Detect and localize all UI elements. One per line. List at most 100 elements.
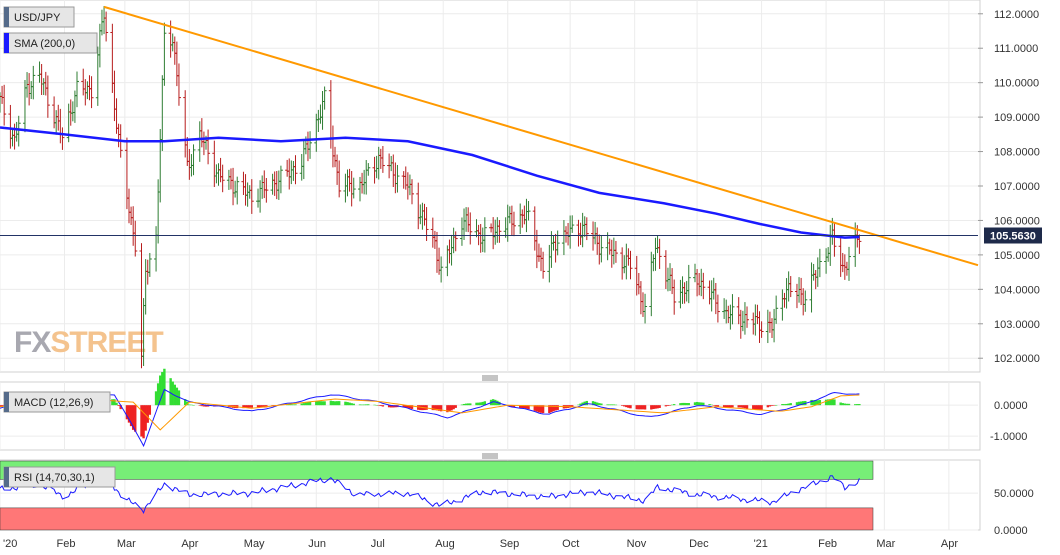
macd-hist-bar bbox=[425, 405, 428, 410]
macd-hist-bar bbox=[739, 405, 742, 408]
legend-sma[interactable]: SMA (200,0) bbox=[3, 32, 98, 54]
sma-label: SMA (200,0) bbox=[14, 38, 75, 50]
ohlc-bar bbox=[468, 212, 473, 245]
rsi-oversold-band bbox=[0, 507, 874, 531]
macd-hist-bar bbox=[433, 405, 437, 411]
x-tick-label: Dec bbox=[689, 538, 709, 550]
macd-hist-bar bbox=[464, 403, 468, 406]
rsi-line bbox=[0, 474, 860, 515]
ohlc-bar bbox=[439, 256, 444, 283]
macd-hist-bar bbox=[666, 405, 670, 406]
macd-hist-bar bbox=[256, 405, 260, 408]
macd-hist-bar bbox=[652, 405, 655, 410]
ohlc-bar bbox=[337, 160, 342, 198]
ohlc-bar bbox=[104, 11, 109, 42]
x-tick-label: Jun bbox=[308, 538, 326, 550]
x-tick-label: Apr bbox=[941, 538, 958, 550]
macd-hist-bar bbox=[814, 400, 817, 406]
pane-resize-handle-macd[interactable] bbox=[482, 375, 498, 381]
macd-hist-bar bbox=[664, 405, 668, 407]
ohlc-bar bbox=[453, 231, 458, 252]
ohlc-bar bbox=[410, 179, 415, 205]
macd-hist-bar bbox=[288, 404, 291, 406]
macd-tick-label: -1.0000 bbox=[990, 431, 1027, 443]
macd-hist-bar bbox=[450, 405, 453, 411]
macd-hist-bar bbox=[783, 404, 786, 406]
macd-hist-bar bbox=[581, 402, 584, 406]
macd-hist-bar bbox=[192, 405, 195, 406]
macd-hist-bar bbox=[248, 405, 251, 408]
legend-rsi[interactable]: RSI (14,70,30,1) bbox=[3, 466, 116, 488]
ohlc-bar bbox=[249, 179, 254, 214]
macd-hist-bar bbox=[752, 405, 755, 410]
macd-hist-bar bbox=[535, 405, 539, 412]
macd-hist-bar bbox=[781, 404, 784, 406]
macd-hist-bar bbox=[335, 401, 339, 406]
price-tick-label: 102.0000 bbox=[994, 353, 1040, 365]
macd-hist-bar bbox=[810, 399, 813, 406]
macd-hist-bar bbox=[348, 402, 351, 406]
macd-hist-bar bbox=[858, 404, 861, 406]
macd-hist-bar bbox=[556, 405, 559, 410]
macd-hist-bar bbox=[379, 405, 382, 407]
price-tick-label: 104.0000 bbox=[994, 284, 1040, 296]
macd-hist-bar bbox=[789, 403, 792, 406]
macd-hist-bar bbox=[541, 405, 545, 414]
ohlc-bar bbox=[366, 163, 371, 176]
ohlc-bar bbox=[395, 164, 400, 193]
macd-hist-bar bbox=[768, 405, 772, 407]
pane-resize-handle-rsi[interactable] bbox=[482, 453, 498, 459]
ohlc-bar bbox=[686, 264, 691, 304]
macd-hist-bar bbox=[156, 383, 160, 406]
macd-hist-bar bbox=[539, 405, 543, 413]
macd-hist-bar bbox=[159, 375, 162, 406]
macd-hist-bar bbox=[523, 405, 526, 409]
macd-hist-bar bbox=[826, 399, 830, 406]
macd-tick-label: 0.0000 bbox=[994, 400, 1028, 412]
macd-hist-bar bbox=[260, 405, 264, 408]
macd-hist-bar bbox=[745, 405, 749, 409]
macd-hist-bar bbox=[406, 405, 410, 408]
macd-hist-bar bbox=[754, 405, 757, 410]
legend-symbol[interactable]: USD/JPY bbox=[3, 6, 75, 28]
macd-hist-bar bbox=[695, 401, 699, 406]
macd-hist-bar bbox=[302, 403, 306, 406]
macd-hist-bar bbox=[331, 401, 335, 406]
rsi-tick-label: 0.0000 bbox=[994, 525, 1028, 537]
macd-hist-bar bbox=[824, 399, 828, 406]
macd-hist-bar bbox=[708, 404, 711, 406]
macd-hist-bar bbox=[583, 401, 586, 406]
ohlc-bar bbox=[745, 306, 750, 328]
macd-hist-bar bbox=[319, 401, 322, 406]
macd-hist-bar bbox=[795, 402, 799, 406]
macd-hist-bar bbox=[294, 404, 297, 406]
macd-hist-bar bbox=[483, 401, 487, 406]
x-axis: '20 Feb Mar Apr May Jun Jul Aug Sep Oct Nov Dec '21 F… bbox=[3, 538, 958, 550]
macd-hist-bar bbox=[177, 390, 181, 406]
ohlc-bar bbox=[278, 165, 283, 194]
macd-hist-bar bbox=[856, 404, 859, 406]
macd-hist-bar bbox=[722, 405, 726, 408]
macd-hist-bar bbox=[512, 405, 516, 408]
macd-hist-bar bbox=[417, 405, 420, 410]
macd-hist-bar bbox=[352, 403, 355, 406]
ohlc-bar bbox=[191, 144, 196, 176]
macd-hist-bar bbox=[525, 405, 528, 409]
macd-hist-bar bbox=[146, 405, 149, 423]
legend-macd[interactable]: MACD (12,26,9) bbox=[3, 391, 111, 413]
macd-hist-bar bbox=[125, 405, 129, 420]
macd-hist-bar bbox=[300, 403, 303, 406]
macd-hist-bar bbox=[845, 403, 849, 406]
symbol-label: USD/JPY bbox=[14, 12, 61, 24]
macd-hist-bar bbox=[654, 405, 657, 409]
macd-hist-bar bbox=[596, 402, 599, 406]
ohlc-bar bbox=[541, 251, 546, 279]
macd-y-axis: 0.0000 -1.0000 bbox=[990, 400, 1028, 443]
macd-hist-bar bbox=[113, 399, 116, 406]
macd-hist-bar bbox=[521, 405, 524, 409]
price-tick-label: 111.0000 bbox=[994, 43, 1038, 55]
macd-hist-bar bbox=[577, 404, 580, 406]
macd-hist-bar bbox=[329, 400, 333, 406]
macd-hist-bar bbox=[317, 401, 320, 406]
